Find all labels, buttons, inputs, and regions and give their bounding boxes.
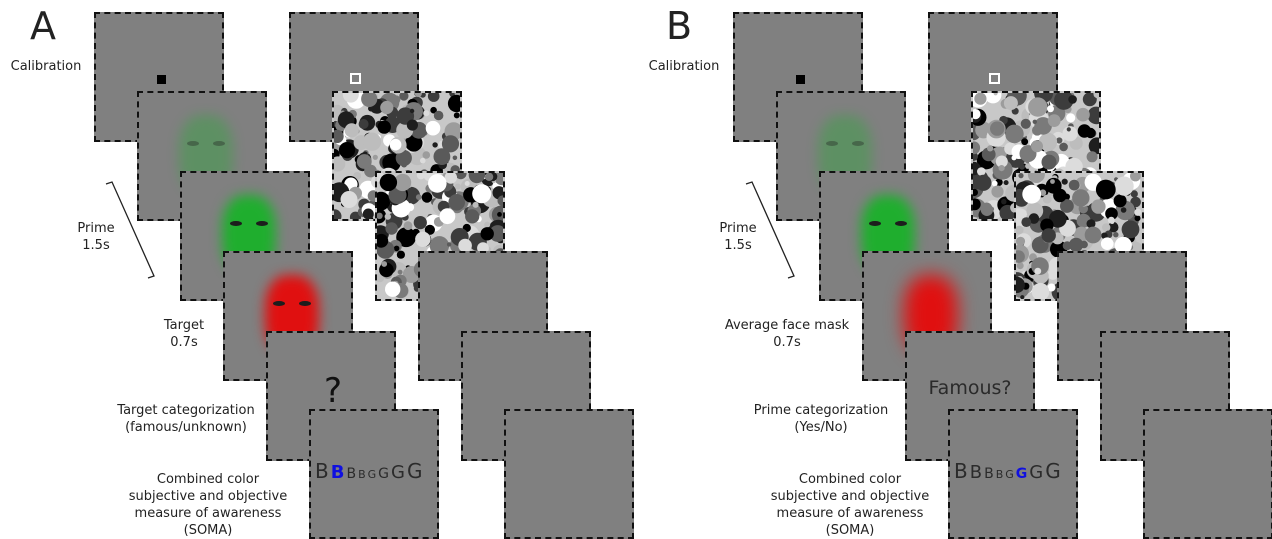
label-soma-line: measure of awareness xyxy=(776,506,924,521)
soma-letter: B xyxy=(346,466,357,482)
blank-frame xyxy=(1143,409,1272,539)
famous-question: Famous? xyxy=(928,377,1012,399)
eyes xyxy=(273,301,313,311)
dot-mask-pattern xyxy=(973,93,1099,219)
fixation-square xyxy=(157,75,166,84)
eyes xyxy=(230,221,270,231)
label-calibration: Calibration xyxy=(648,59,720,74)
soma-letter: B xyxy=(995,468,1004,481)
soma-letter: G xyxy=(367,468,377,481)
question-mark: ? xyxy=(324,371,343,411)
label-soma-line: measure of awareness xyxy=(134,506,282,521)
label-target-title: Target xyxy=(163,318,205,333)
label-soma-line: (SOMA) xyxy=(825,523,875,538)
label-prime: Prime 1.5s xyxy=(64,220,128,254)
label-prime: Prime 1.5s xyxy=(706,220,770,254)
soma-letter: G xyxy=(1045,459,1061,483)
label-categorization-title: Target categorization xyxy=(117,403,255,418)
soma-letter: G xyxy=(1005,468,1014,481)
soma-letter: G xyxy=(391,462,405,483)
eyes xyxy=(187,141,227,151)
fixation-square xyxy=(796,75,805,84)
label-categorization: Prime categorization (Yes/No) xyxy=(746,402,896,436)
fixation-square-hollow xyxy=(350,73,361,84)
panel-letter: A xyxy=(30,4,56,48)
soma-letter: B xyxy=(315,459,329,483)
label-categorization-title: Prime categorization xyxy=(753,403,889,418)
label-target-duration: 0.7s xyxy=(170,335,198,350)
label-soma-line: (SOMA) xyxy=(183,523,233,538)
label-calibration: Calibration xyxy=(10,59,82,74)
label-target: Target 0.7s xyxy=(140,317,228,351)
soma-letter: B xyxy=(358,468,366,481)
label-categorization-options: (famous/unknown) xyxy=(125,420,247,435)
soma-letter: B xyxy=(984,466,994,482)
panel-b: B Calibration Prime 1.5s Average face ma… xyxy=(636,0,1272,539)
eyes xyxy=(869,221,909,231)
prime-bracket xyxy=(745,181,795,279)
label-categorization-options: (Yes/No) xyxy=(794,420,848,435)
mask-frame xyxy=(971,91,1101,221)
label-soma-line: subjective and objective xyxy=(770,489,930,504)
blank-frame xyxy=(504,409,634,539)
soma-letter: B xyxy=(969,462,983,483)
soma-letter: B xyxy=(330,462,345,483)
soma-letter: G xyxy=(1029,462,1044,483)
soma-letter: B xyxy=(954,459,968,483)
soma-letter: G xyxy=(378,466,390,482)
label-soma-line: Combined color xyxy=(798,472,902,487)
label-soma-line: subjective and objective xyxy=(128,489,288,504)
label-target-title: Average face mask xyxy=(724,318,850,333)
label-soma-line: Combined color xyxy=(156,472,260,487)
label-target-duration: 0.7s xyxy=(773,335,801,350)
label-prime-duration: 1.5s xyxy=(82,238,110,253)
soma-letter: G xyxy=(1015,466,1028,482)
label-prime-title: Prime xyxy=(719,221,757,236)
label-prime-title: Prime xyxy=(77,221,115,236)
panel-letter: B xyxy=(666,4,693,48)
panel-a: A Calibration Prime 1.5s Target 0.7s Tar… xyxy=(10,4,634,539)
label-soma: Combined color subjective and objective … xyxy=(118,471,298,539)
label-target: Average face mask 0.7s xyxy=(712,317,862,351)
fixation-square-hollow xyxy=(989,73,1000,84)
eyes xyxy=(826,141,866,151)
label-soma: Combined color subjective and objective … xyxy=(760,471,940,539)
soma-letter: G xyxy=(406,459,423,483)
label-categorization: Target categorization (famous/unknown) xyxy=(100,402,272,436)
label-prime-duration: 1.5s xyxy=(724,238,752,253)
prime-bracket xyxy=(105,181,155,279)
